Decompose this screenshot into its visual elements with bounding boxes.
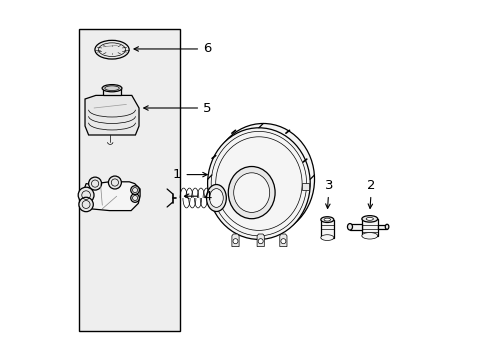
Ellipse shape [228,167,275,219]
Polygon shape [279,234,286,247]
Ellipse shape [102,85,122,92]
Ellipse shape [320,217,333,222]
Ellipse shape [209,189,223,207]
Bar [79,29,179,331]
Circle shape [79,197,93,212]
Circle shape [130,186,139,194]
Polygon shape [377,225,386,229]
Text: 3: 3 [324,179,333,208]
Circle shape [258,239,263,244]
Polygon shape [361,219,377,236]
Bar [302,183,308,190]
Polygon shape [231,234,239,247]
Circle shape [130,194,139,202]
Polygon shape [257,234,264,247]
Text: 4: 4 [184,190,211,203]
Polygon shape [84,182,140,211]
Polygon shape [85,95,139,135]
Polygon shape [103,88,121,95]
Ellipse shape [320,235,333,240]
Ellipse shape [347,224,352,230]
Ellipse shape [366,217,373,220]
Text: 5: 5 [143,102,211,114]
Text: 1: 1 [173,168,207,181]
Ellipse shape [211,131,306,236]
Circle shape [78,187,94,203]
Ellipse shape [95,40,129,59]
Ellipse shape [206,185,226,212]
Ellipse shape [361,216,377,222]
Circle shape [232,239,238,244]
Text: 6: 6 [134,42,211,55]
Circle shape [88,177,102,190]
Circle shape [108,176,121,189]
Ellipse shape [211,123,314,235]
Ellipse shape [207,128,309,239]
Polygon shape [320,220,333,238]
Ellipse shape [233,173,269,212]
Ellipse shape [361,233,377,239]
Circle shape [280,239,285,244]
Ellipse shape [385,224,388,229]
Text: 2: 2 [366,179,375,208]
Polygon shape [349,224,361,230]
Ellipse shape [324,218,330,221]
